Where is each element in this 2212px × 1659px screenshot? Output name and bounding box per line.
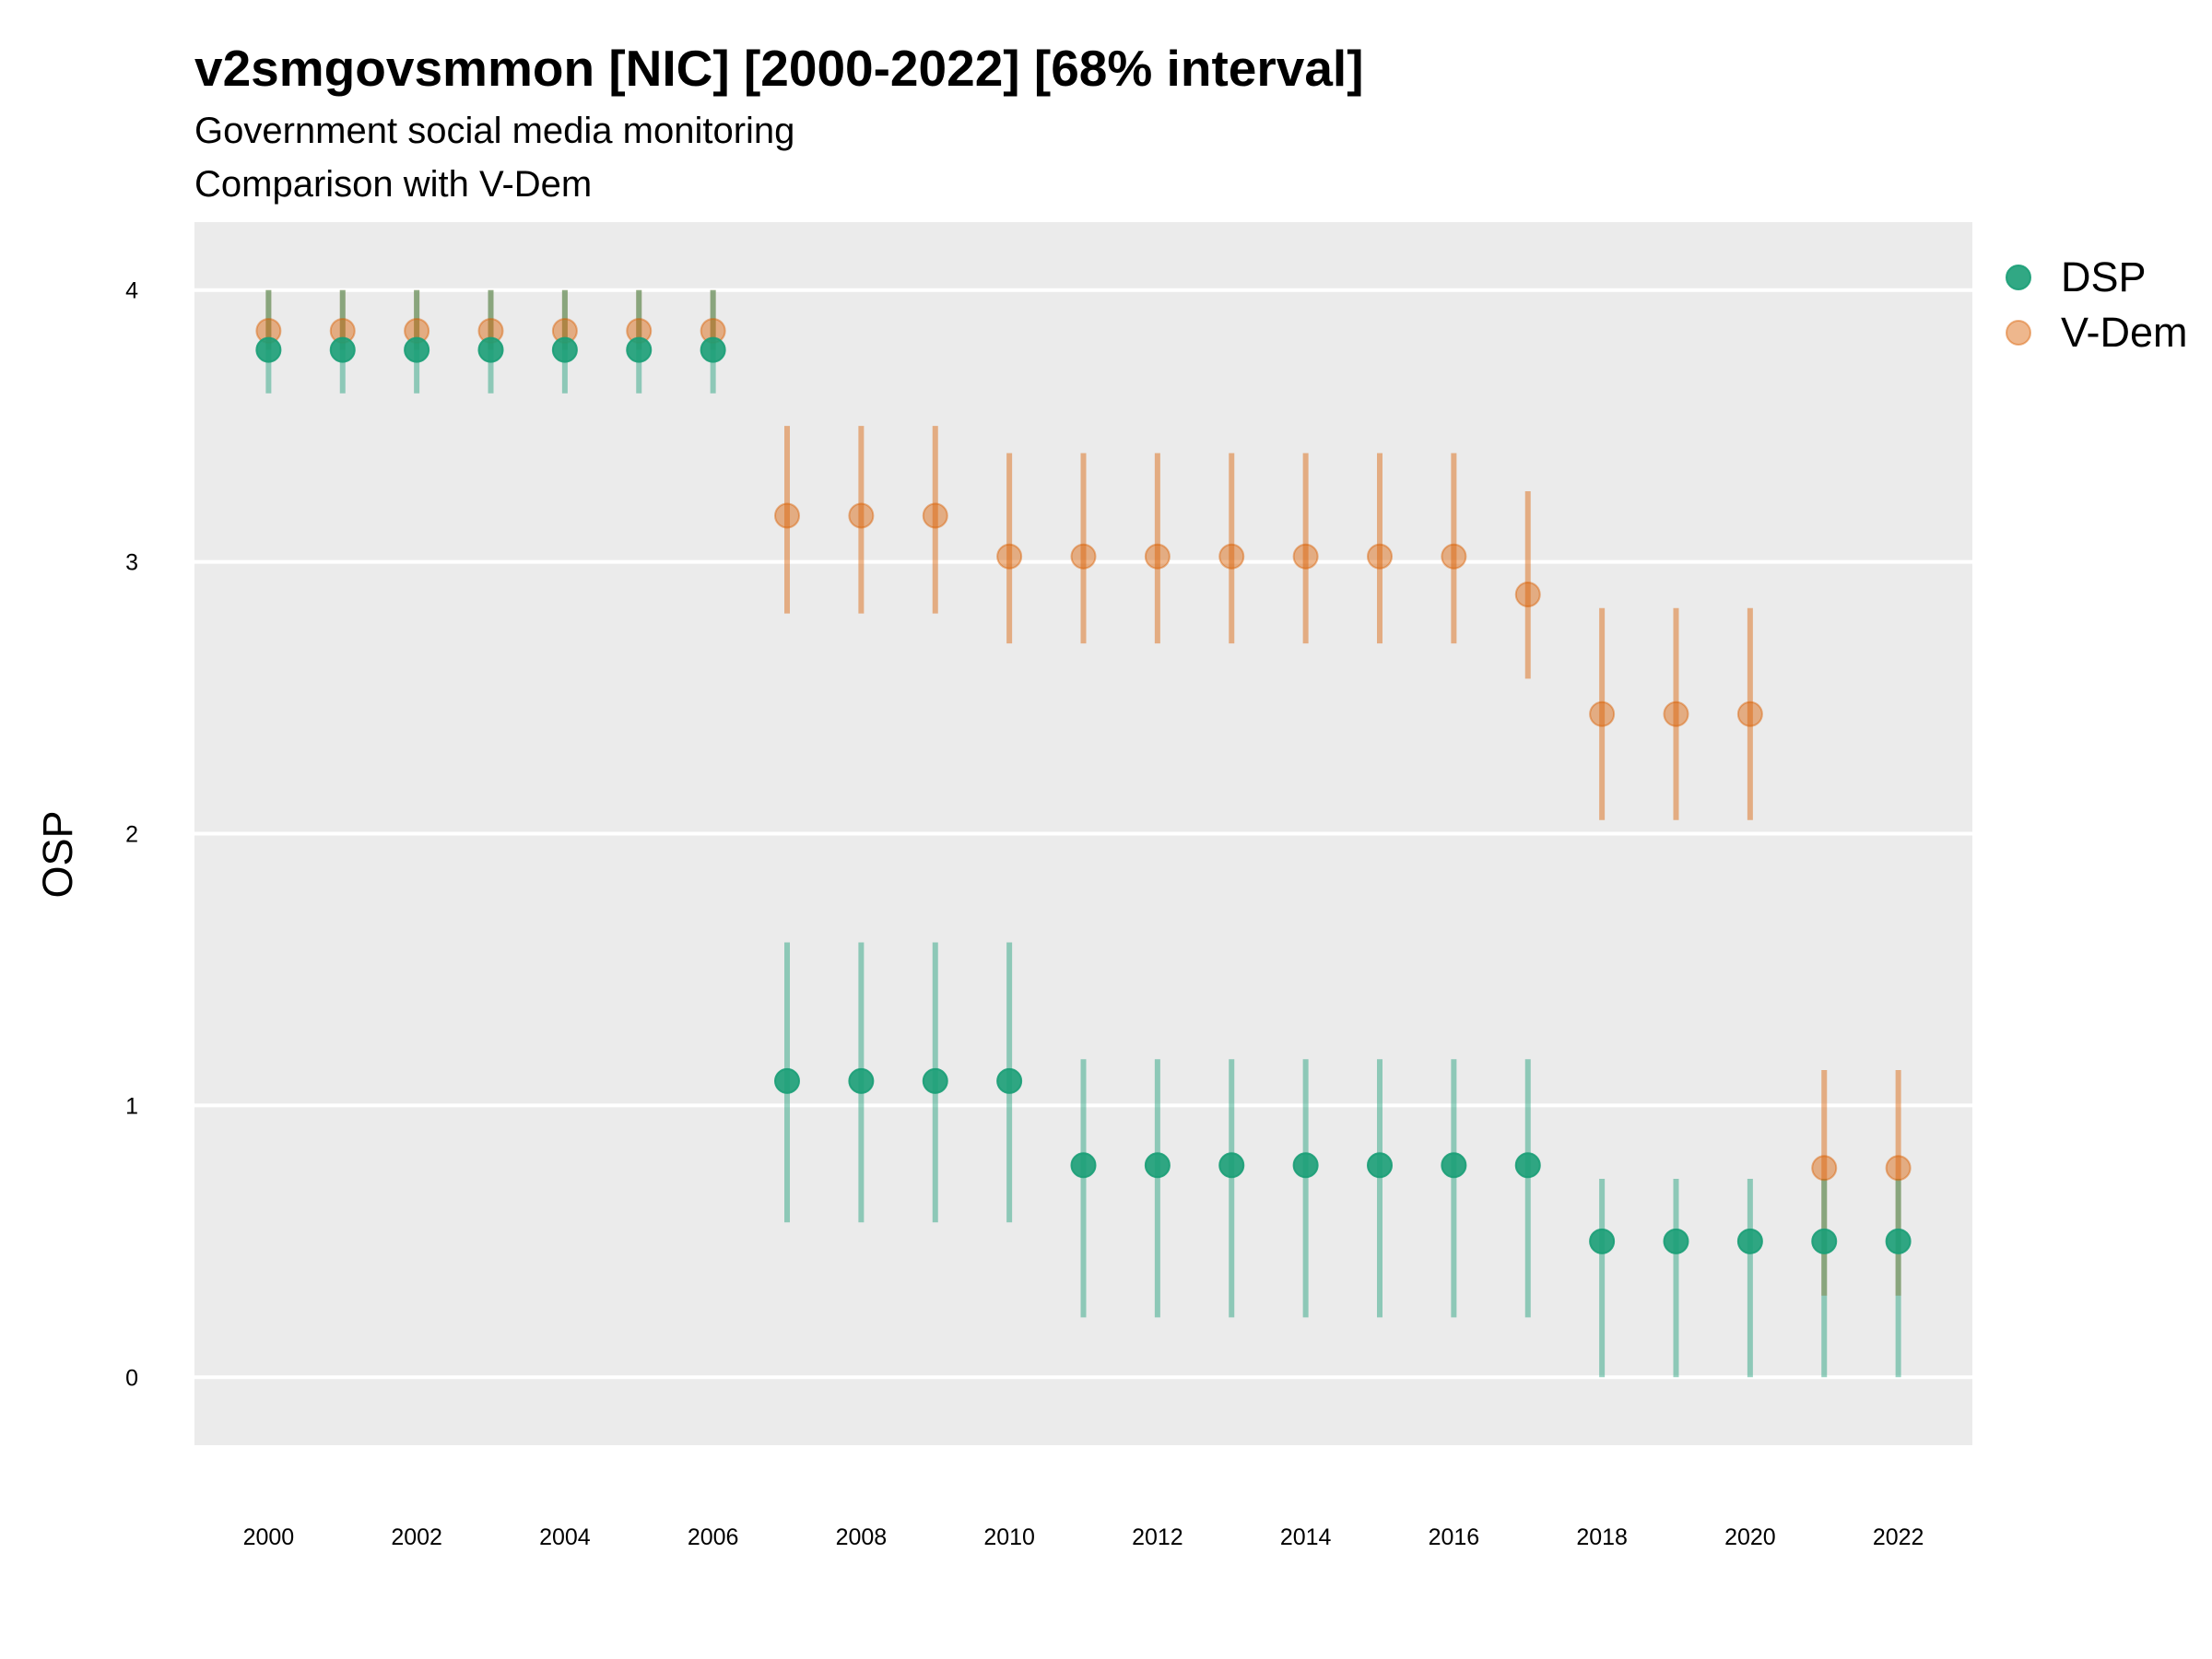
v-dem-point-2013 <box>1218 543 1245 570</box>
y-tick-label: 2 <box>125 822 138 848</box>
y-axis-ticks: 0 1 2 3 4 <box>125 278 138 1392</box>
dsp-point-2002 <box>404 336 430 363</box>
dsp-point-2000 <box>255 336 282 363</box>
v-dem-point-2010 <box>996 543 1023 570</box>
y-tick-label: 1 <box>125 1093 138 1119</box>
y-axis-label: OSP <box>34 810 81 898</box>
dsp-point-2012 <box>1144 1152 1171 1179</box>
v-dem-point-2016 <box>1441 543 1467 570</box>
chart-title: v2smgovsmmon [NIC] [2000-2022] [68% inte… <box>194 40 1364 97</box>
x-tick-label: 2002 <box>391 1524 442 1550</box>
v-dem-point-2011 <box>1070 543 1097 570</box>
v-dem-point-2019 <box>1663 700 1689 727</box>
dsp-point-2004 <box>551 336 578 363</box>
dsp-point-2001 <box>329 336 356 363</box>
v-dem-point-2015 <box>1367 543 1393 570</box>
v-dem-point-2007 <box>774 502 800 529</box>
v-dem-point-2018 <box>1589 700 1616 727</box>
dsp-point-2018 <box>1589 1228 1616 1254</box>
dsp-point-2007 <box>774 1067 800 1094</box>
v-dem-point-2021 <box>1811 1155 1838 1182</box>
dsp-point-2013 <box>1218 1152 1245 1179</box>
y-tick-label: 0 <box>125 1365 138 1391</box>
dsp-point-2010 <box>996 1067 1023 1094</box>
dsp-point-2011 <box>1070 1152 1097 1179</box>
y-tick-label: 4 <box>125 278 138 304</box>
dsp-point-2008 <box>848 1067 875 1094</box>
dsp-point-2019 <box>1663 1228 1689 1254</box>
dsp-point-2015 <box>1367 1152 1393 1179</box>
dsp-point-2017 <box>1514 1152 1541 1179</box>
legend-label-dsp: DSP <box>2061 253 2147 300</box>
dsp-point-2016 <box>1441 1152 1467 1179</box>
x-tick-label: 2006 <box>688 1524 739 1550</box>
dsp-point-2022 <box>1885 1228 1912 1254</box>
x-tick-label: 2016 <box>1429 1524 1480 1550</box>
v-dem-point-2020 <box>1736 700 1763 727</box>
v-dem-point-2009 <box>922 502 948 529</box>
dsp-point-2009 <box>922 1067 948 1094</box>
dsp-point-2006 <box>700 336 726 363</box>
gridlines <box>194 288 1972 1380</box>
v-dem-point-2017 <box>1514 581 1541 607</box>
x-tick-label: 2000 <box>243 1524 295 1550</box>
legend-swatch-v-dem <box>2006 320 2031 346</box>
dsp-point-2005 <box>626 336 653 363</box>
chart-subtitle: Government social media monitoring <box>194 111 794 151</box>
legend: DSP V-Dem <box>2006 253 2188 356</box>
v-dem-point-2014 <box>1292 543 1319 570</box>
dsp-point-2020 <box>1736 1228 1763 1254</box>
x-tick-label: 2018 <box>1576 1524 1628 1550</box>
x-tick-label: 2012 <box>1132 1524 1183 1550</box>
dsp-point-2003 <box>477 336 504 363</box>
v-dem-point-2008 <box>848 502 875 529</box>
x-tick-label: 2010 <box>983 1524 1035 1550</box>
x-tick-label: 2020 <box>1724 1524 1776 1550</box>
y-tick-label: 3 <box>125 550 138 576</box>
x-tick-label: 2022 <box>1873 1524 1924 1550</box>
x-tick-label: 2004 <box>539 1524 591 1550</box>
legend-swatch-dsp <box>2006 265 2031 290</box>
legend-label-v-dem: V-Dem <box>2061 309 2188 356</box>
v-dem-point-2022 <box>1885 1155 1912 1182</box>
v-dem-point-2012 <box>1144 543 1171 570</box>
x-tick-label: 2014 <box>1280 1524 1332 1550</box>
data-marks <box>255 289 1912 1378</box>
x-axis-ticks: 2000 2002 2004 2006 2008 2010 2012 2014 2016 2018… <box>243 1524 1924 1550</box>
dsp-point-2014 <box>1292 1152 1319 1179</box>
x-tick-label: 2008 <box>836 1524 888 1550</box>
dsp-point-2021 <box>1811 1228 1838 1254</box>
chart-subtitle-2: Comparison with V-Dem <box>194 164 592 205</box>
